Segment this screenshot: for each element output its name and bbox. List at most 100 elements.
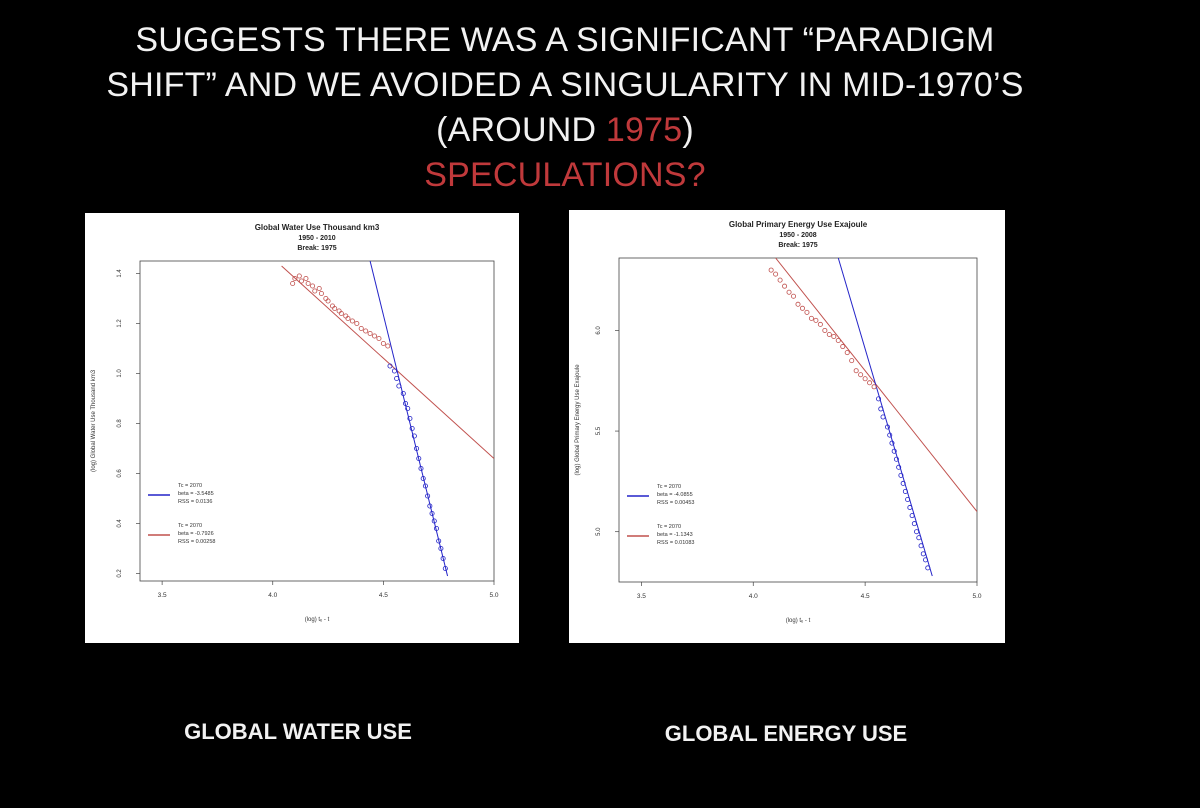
blue-data-point bbox=[911, 521, 917, 527]
blue-data-point bbox=[880, 414, 886, 420]
blue-data-point bbox=[420, 475, 426, 481]
red-data-point bbox=[768, 267, 774, 273]
red-data-point bbox=[813, 317, 819, 323]
blue-data-point bbox=[887, 432, 893, 438]
legend-text: RSS = 0.00453 bbox=[657, 500, 694, 506]
blue-data-point bbox=[402, 400, 408, 406]
blue-data-point bbox=[394, 375, 400, 381]
blue-data-point bbox=[414, 445, 420, 451]
red-data-point bbox=[303, 276, 309, 282]
chart-subtitle-break: Break: 1975 bbox=[297, 245, 336, 252]
blue-data-point bbox=[907, 505, 913, 511]
chart-subtitle-range: 1950 - 2010 bbox=[298, 235, 335, 242]
x-tick-label: 3.5 bbox=[158, 592, 167, 599]
red-data-point bbox=[296, 273, 302, 279]
red-data-point bbox=[316, 286, 322, 292]
blue-data-point bbox=[920, 551, 926, 557]
legend-text: beta = -1.1343 bbox=[657, 532, 693, 538]
legend-text: Tc = 2070 bbox=[178, 483, 202, 489]
blue-data-point bbox=[923, 557, 929, 563]
red-data-point bbox=[835, 338, 841, 344]
blue-data-point bbox=[436, 538, 442, 544]
energy-use-chart: Global Primary Energy Use Exajoule 1950 -… bbox=[575, 220, 982, 624]
plot-frame bbox=[618, 257, 978, 583]
x-tick-label: 4.0 bbox=[749, 593, 758, 600]
red-data-point bbox=[867, 380, 873, 386]
red-data-point bbox=[826, 331, 832, 337]
blue-data-point bbox=[387, 363, 393, 369]
red-data-point bbox=[349, 318, 355, 324]
red-data-point bbox=[358, 326, 364, 332]
blue-data-point bbox=[422, 483, 428, 489]
red-data-point bbox=[871, 384, 877, 390]
y-axis-label: (log) Global Primary Energy Use Exajoule bbox=[575, 364, 581, 476]
blue-data-point bbox=[425, 493, 431, 499]
title-year-highlight: 1975 bbox=[605, 111, 683, 149]
blue-data-point bbox=[400, 390, 406, 396]
caption-energy-use: GLOBAL ENERGY USE bbox=[664, 721, 908, 746]
blue-data-point bbox=[902, 488, 908, 494]
water-use-chart-panel: Global Water Use Thousand km3 1950 - 2010… bbox=[85, 213, 519, 643]
y-tick-label: 5.0 bbox=[596, 527, 602, 536]
chart-subtitle-break: Break: 1975 bbox=[778, 242, 817, 249]
red-data-point bbox=[799, 305, 805, 311]
red-data-point bbox=[332, 306, 338, 312]
title-line-3-pre: (AROUND bbox=[436, 111, 606, 149]
blue-data-point bbox=[909, 513, 915, 519]
red-data-point bbox=[345, 316, 351, 322]
y-tick-label: 0.2 bbox=[117, 569, 123, 578]
y-tick-label: 5.5 bbox=[596, 426, 602, 435]
plot-content bbox=[281, 261, 494, 577]
slide-title: SUGGESTS THERE WAS A SIGNIFICANT “PARADI… bbox=[0, 18, 1130, 198]
blue-data-point bbox=[411, 433, 417, 439]
legend-text: RSS = 0.00258 bbox=[178, 539, 215, 545]
red-data-point bbox=[808, 315, 814, 321]
red-data-point bbox=[292, 276, 298, 282]
blue-data-point bbox=[438, 545, 444, 551]
x-tick-label: 4.5 bbox=[861, 593, 870, 600]
y-tick-label: 6.0 bbox=[596, 326, 602, 335]
red-data-point bbox=[773, 271, 779, 277]
red-data-point bbox=[777, 277, 783, 283]
legend-text: beta = -0.7926 bbox=[178, 531, 214, 537]
y-tick-label: 1.0 bbox=[117, 369, 123, 378]
blue-data-point bbox=[396, 383, 402, 389]
red-data-point bbox=[290, 281, 296, 287]
x-tick-label: 3.5 bbox=[637, 593, 646, 600]
blue-data-point bbox=[925, 565, 931, 571]
red-data-point bbox=[325, 298, 331, 304]
blue-data-point bbox=[896, 464, 902, 470]
red-data-point bbox=[804, 309, 810, 315]
red-data-point bbox=[782, 283, 788, 289]
plot-frame bbox=[139, 260, 495, 582]
plot-content bbox=[768, 258, 977, 577]
y-tick-label: 0.4 bbox=[117, 519, 123, 528]
legend-text: Tc = 2070 bbox=[178, 523, 202, 529]
blue-data-point bbox=[409, 425, 415, 431]
red-data-point bbox=[376, 336, 382, 342]
red-data-point bbox=[858, 372, 864, 378]
title-line-4: SPECULATIONS? bbox=[424, 156, 706, 194]
red-data-point bbox=[385, 343, 391, 349]
chart-title: Global Primary Energy Use Exajoule bbox=[729, 220, 868, 229]
blue-data-point bbox=[914, 529, 920, 535]
title-line-3: (AROUND 1975) bbox=[0, 108, 1130, 153]
legend-text: beta = -4.0855 bbox=[657, 492, 693, 498]
x-tick-label: 4.5 bbox=[379, 592, 388, 599]
red-data-point bbox=[305, 281, 311, 287]
chart-subtitle-range: 1950 - 2008 bbox=[779, 232, 816, 239]
red-data-point bbox=[853, 368, 859, 374]
legend-text: RSS = 0.0136 bbox=[178, 499, 212, 505]
blue-fit-line bbox=[369, 261, 449, 577]
blue-data-point bbox=[429, 510, 435, 516]
x-tick-label: 4.0 bbox=[268, 592, 277, 599]
blue-data-point bbox=[416, 455, 422, 461]
blue-data-point bbox=[918, 543, 924, 549]
blue-data-point bbox=[891, 448, 897, 454]
blue-data-point bbox=[884, 424, 890, 430]
blue-data-point bbox=[878, 406, 884, 412]
legend-text: Tc = 2070 bbox=[657, 484, 681, 490]
blue-data-point bbox=[427, 503, 433, 509]
red-fit-line bbox=[281, 265, 494, 459]
blue-data-point bbox=[898, 472, 904, 478]
